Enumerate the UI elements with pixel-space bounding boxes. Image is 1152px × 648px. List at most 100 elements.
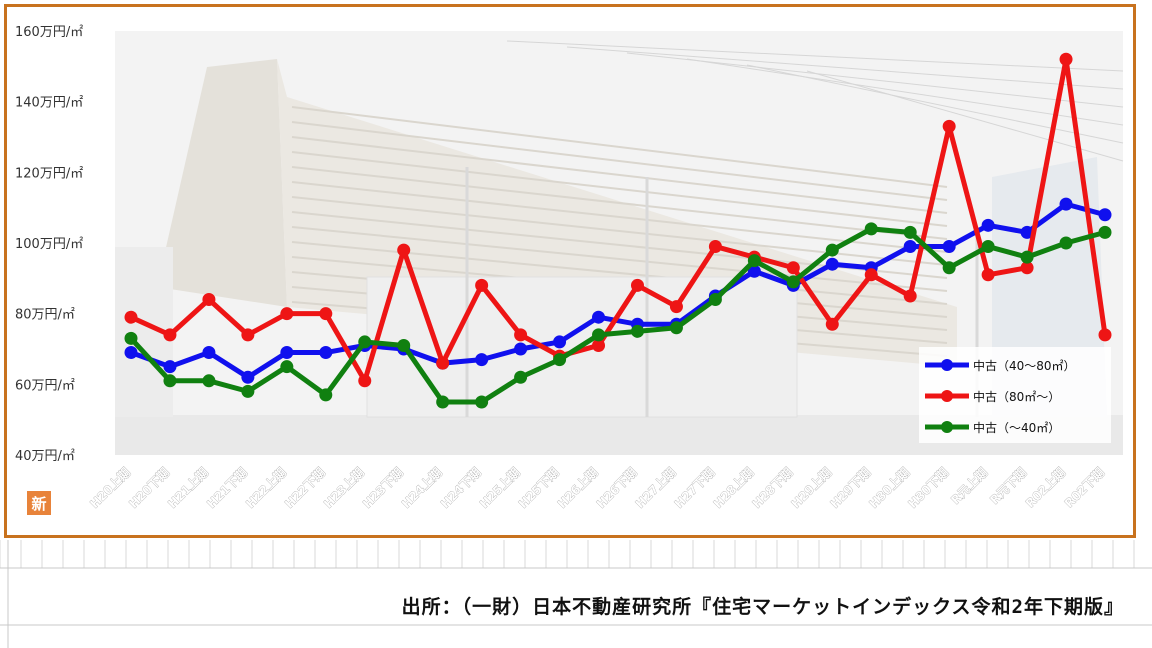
data-point	[1020, 250, 1034, 264]
source-note: 出所：（一財）日本不動産研究所『住宅マーケットインデックス令和2年下期版』	[401, 596, 1124, 618]
data-point	[241, 328, 255, 342]
data-point	[163, 328, 177, 342]
x-tick-label: H29下期	[827, 465, 873, 511]
data-point	[1059, 197, 1073, 211]
x-tick-label: H20下期	[126, 465, 172, 511]
legend-marker	[941, 390, 953, 402]
y-tick-label: 140万円/㎡	[15, 96, 83, 111]
data-point	[786, 261, 800, 275]
data-point	[514, 342, 528, 356]
y-tick-label: 100万円/㎡	[15, 237, 83, 252]
data-point	[358, 335, 372, 349]
data-point	[1020, 225, 1034, 239]
x-tick-label: H22下期	[281, 465, 327, 511]
data-point	[1059, 236, 1073, 250]
x-tick-label: R元上期	[948, 465, 991, 508]
data-point	[319, 346, 333, 360]
data-point	[903, 225, 917, 239]
y-tick-label: 160万円/㎡	[15, 25, 83, 40]
data-point	[358, 374, 372, 388]
x-tick-label: H25上期	[476, 465, 522, 511]
x-tick-label: H24上期	[398, 465, 444, 511]
data-point	[475, 353, 489, 367]
data-point	[592, 310, 606, 324]
x-tick-label: H21上期	[165, 465, 211, 511]
series-lines	[124, 52, 1112, 409]
data-point	[163, 360, 177, 374]
data-point	[475, 395, 489, 409]
data-point	[669, 321, 683, 335]
data-point	[280, 360, 294, 374]
data-point	[124, 346, 138, 360]
data-point	[630, 324, 644, 338]
new-badge-icon: 新	[27, 491, 51, 515]
x-tick-label: H30上期	[866, 465, 912, 511]
data-point	[163, 374, 177, 388]
data-point	[747, 264, 761, 278]
x-axis-ticks: H20上期H20下期H21上期H21下期H22上期H22下期H23上期H23下期…	[86, 464, 1107, 511]
data-point	[319, 388, 333, 402]
data-point	[942, 261, 956, 275]
y-tick-label: 60万円/㎡	[15, 378, 75, 393]
price-trend-chart: 160万円/㎡ 140万円/㎡ 120万円/㎡ 100万円/㎡ 80万円/㎡ 60万円/㎡…	[15, 25, 1124, 511]
x-tick-label: H20上期	[87, 465, 133, 511]
data-point	[124, 331, 138, 345]
data-point	[903, 289, 917, 303]
data-point	[981, 268, 995, 282]
data-point	[669, 300, 683, 314]
x-tick-label: H30下期	[905, 465, 951, 511]
data-point	[241, 384, 255, 398]
legend-label: 中古（～40㎡）	[973, 420, 1060, 435]
data-point	[202, 374, 216, 388]
data-point	[553, 335, 567, 349]
data-point	[825, 243, 839, 257]
x-tick-label: H23下期	[359, 465, 405, 511]
data-point	[514, 370, 528, 384]
y-axis-ticks: 160万円/㎡ 140万円/㎡ 120万円/㎡ 100万円/㎡ 80万円/㎡ 60万円/㎡…	[15, 25, 83, 464]
data-point	[864, 222, 878, 236]
x-tick-label: H28下期	[749, 465, 795, 511]
data-point	[708, 293, 722, 307]
data-point	[514, 328, 528, 342]
data-point	[981, 240, 995, 254]
data-point	[786, 275, 800, 289]
x-tick-label: H22上期	[242, 465, 288, 511]
x-tick-label: H25下期	[515, 465, 561, 511]
data-point	[708, 240, 722, 254]
data-point	[202, 346, 216, 360]
legend-marker	[941, 359, 953, 371]
x-tick-label: H23上期	[320, 465, 366, 511]
data-point	[397, 243, 411, 257]
x-tick-label: R02下期	[1061, 465, 1107, 511]
data-point	[397, 338, 411, 352]
y-tick-label: 40万円/㎡	[15, 449, 75, 464]
data-point	[1098, 328, 1112, 342]
data-point	[241, 370, 255, 384]
data-point	[903, 240, 917, 254]
data-point	[592, 328, 606, 342]
legend: 中古（40～80㎡） 中古（80㎡～） 中古（～40㎡）	[919, 347, 1111, 443]
data-point	[630, 278, 644, 292]
x-tick-label: H27下期	[671, 465, 717, 511]
data-point	[436, 395, 450, 409]
data-point	[1020, 261, 1034, 275]
data-point	[825, 257, 839, 271]
x-tick-label: H21下期	[204, 465, 250, 511]
data-point	[124, 310, 138, 324]
legend-label: 中古（80㎡～）	[973, 389, 1060, 404]
legend-marker	[941, 421, 953, 433]
data-point	[864, 268, 878, 282]
y-tick-label: 80万円/㎡	[15, 308, 75, 323]
data-point	[1059, 52, 1073, 66]
legend-label: 中古（40～80㎡）	[973, 358, 1076, 373]
data-point	[280, 346, 294, 360]
data-point	[942, 240, 956, 254]
x-tick-label: H27上期	[632, 465, 678, 511]
data-point	[319, 307, 333, 321]
data-point	[280, 307, 294, 321]
x-tick-label: R02上期	[1022, 465, 1068, 511]
data-point	[942, 119, 956, 133]
data-point	[592, 338, 606, 352]
data-point	[553, 353, 567, 367]
